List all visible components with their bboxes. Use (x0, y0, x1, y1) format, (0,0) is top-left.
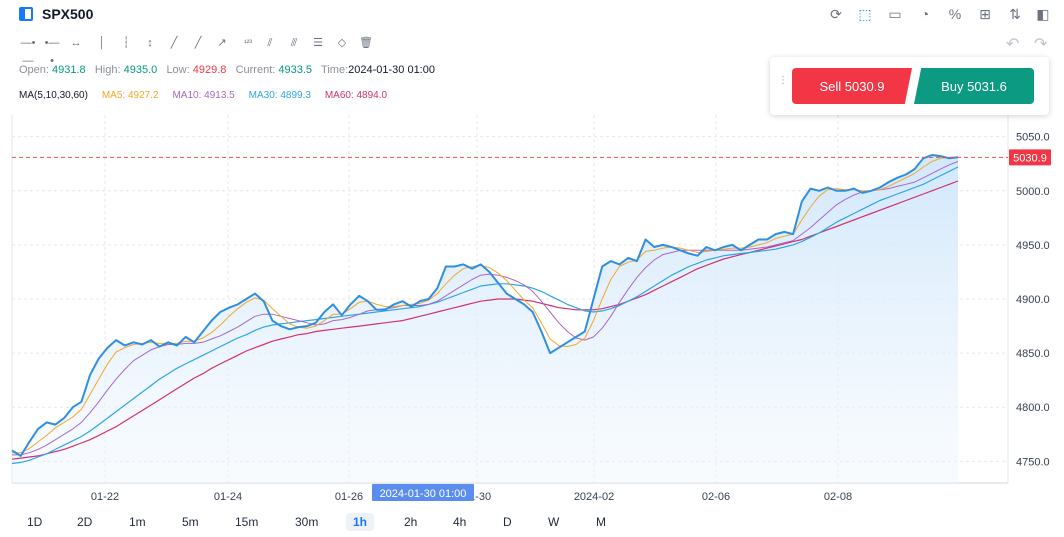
ray-icon[interactable]: ╱ (194, 37, 202, 49)
period-2h[interactable]: 2h (404, 515, 418, 529)
ma30-legend: MA30: 4899.3 (248, 90, 311, 101)
crosshair-time-tag (372, 484, 474, 501)
time-value: 2024-01-30 01:00 (348, 64, 435, 76)
trash-icon[interactable]: 🗑 (359, 37, 373, 49)
x-tick-label: 01-22 (91, 491, 119, 503)
ma5-legend: MA5: 4927.2 (101, 90, 159, 101)
last-price-label: 5030.9 (1013, 152, 1047, 164)
redo-icon[interactable]: ↷ (1034, 36, 1048, 53)
fibonacci-icon[interactable]: ☰ (313, 37, 323, 49)
period-5m[interactable]: 5m (182, 515, 199, 529)
ma30-line (11, 166, 959, 465)
horizontal-segment-icon[interactable]: ↔ (70, 37, 82, 49)
horizontal-ray-icon[interactable]: •—• (44, 37, 60, 67)
period-1m[interactable]: 1m (129, 515, 146, 529)
period-15m[interactable]: 15m (235, 515, 259, 529)
ma60-line (11, 180, 959, 460)
y-tick-label: 4800.0 (1016, 402, 1050, 414)
period-D[interactable]: D (503, 515, 512, 529)
ma-legend: MA(5,10,30,60) MA5: 4927.2 MA10: 4913.5 … (19, 90, 387, 101)
period-4h[interactable]: 4h (453, 515, 467, 529)
undo-icon[interactable]: ↶ (1006, 36, 1020, 53)
crosshair-time-label: 2024-01-30 01:00 (380, 488, 467, 500)
ma60-legend: MA60: 4894.0 (324, 90, 388, 101)
percent-icon[interactable]: % (948, 6, 962, 22)
low-value: 4929.8 (192, 64, 227, 76)
drag-handle-icon[interactable]: ⋮ (778, 75, 788, 86)
price-line (11, 154, 959, 457)
parallel-line-icon[interactable]: ⫽ (267, 37, 273, 49)
high-value: 4935.0 (123, 64, 158, 76)
period-30m[interactable]: 30m (295, 515, 319, 529)
price-chart[interactable]: 5050.0 5000.0 4950.0 4900.0 4850.0 4800.0 4750… (0, 110, 1064, 510)
x-tick-label: 01-26 (335, 491, 363, 503)
time-label: Time: (321, 64, 349, 76)
sell-button[interactable]: Sell 5030.9 (792, 68, 912, 104)
symbol-logo-icon (19, 7, 33, 21)
y-tick-label: 5000.0 (1016, 186, 1050, 198)
compare-icon[interactable]: ⇅ (1009, 6, 1021, 22)
open-label: Open: (19, 64, 49, 76)
y-tick-label: 4900.0 (1016, 294, 1050, 306)
buy-button[interactable]: Buy 5031.6 (914, 68, 1034, 104)
x-tick-label: 02-08 (824, 491, 852, 503)
symbol-title: SPX500 (42, 6, 94, 22)
panel-icon[interactable]: ◧ (1036, 6, 1050, 22)
y-tick-label: 4750.0 (1016, 456, 1050, 468)
ma10-legend: MA10: 4913.5 (172, 90, 235, 101)
x-tick-label: 2024-02 (574, 491, 614, 503)
chart-type-icon[interactable]: ▭ (888, 6, 902, 22)
period-1h[interactable]: 1h (346, 513, 375, 531)
period-W[interactable]: W (548, 515, 560, 529)
eraser-icon[interactable]: ◇ (337, 37, 347, 49)
pie-icon[interactable]: ◔ (920, 6, 930, 22)
x-tick-label: 02-06 (702, 491, 730, 503)
chart-header: SPX500 ⟳ ⬚ ▭ ◔ % ⊞ ⇅ ◧ (0, 0, 1064, 30)
high-label: High: (94, 64, 121, 76)
ohlc-readout: Open: 4931.8 High: 4935.0 Low: 4929.8 Cu… (19, 64, 435, 76)
current-label: Current: (235, 64, 276, 76)
period-1D[interactable]: 1D (27, 515, 43, 529)
vertical-ray-icon[interactable]: ┆ (122, 37, 130, 49)
price-area (12, 155, 958, 483)
ma-legend-name[interactable]: MA(5,10,30,60) (19, 90, 88, 101)
vertical-line-icon[interactable]: │ (98, 37, 106, 49)
trend-line-icon[interactable]: ╱ (170, 37, 178, 49)
last-price-tag (1009, 149, 1051, 166)
open-value: 4931.8 (52, 64, 86, 76)
x-tick-label: 01-24 (214, 491, 242, 503)
horizontal-line-icon[interactable]: —•— (20, 37, 36, 67)
segment-icon[interactable]: ↗ (217, 37, 227, 49)
period-M[interactable]: M (596, 515, 606, 529)
y-tick-label: 4850.0 (1016, 348, 1050, 360)
drawing-icon[interactable]: ⬚ (858, 6, 872, 22)
y-tick-label: 4950.0 (1016, 240, 1050, 252)
layout-icon[interactable]: ⊞ (979, 6, 991, 22)
price-line-icon[interactable]: ¹²³ (244, 38, 252, 47)
trade-panel: ⋮ Sell 5030.9 Buy 5031.6 (770, 57, 1049, 115)
vertical-segment-icon[interactable]: ↕ (147, 37, 153, 49)
refresh-icon[interactable]: ⟳ (830, 6, 842, 22)
channel-icon[interactable]: ⫻ (290, 37, 298, 49)
period-2D[interactable]: 2D (77, 515, 93, 529)
y-tick-label: 5050.0 (1016, 132, 1050, 144)
low-label: Low: (166, 64, 190, 76)
ma10-line (12, 161, 959, 456)
current-value: 4933.5 (278, 64, 313, 76)
